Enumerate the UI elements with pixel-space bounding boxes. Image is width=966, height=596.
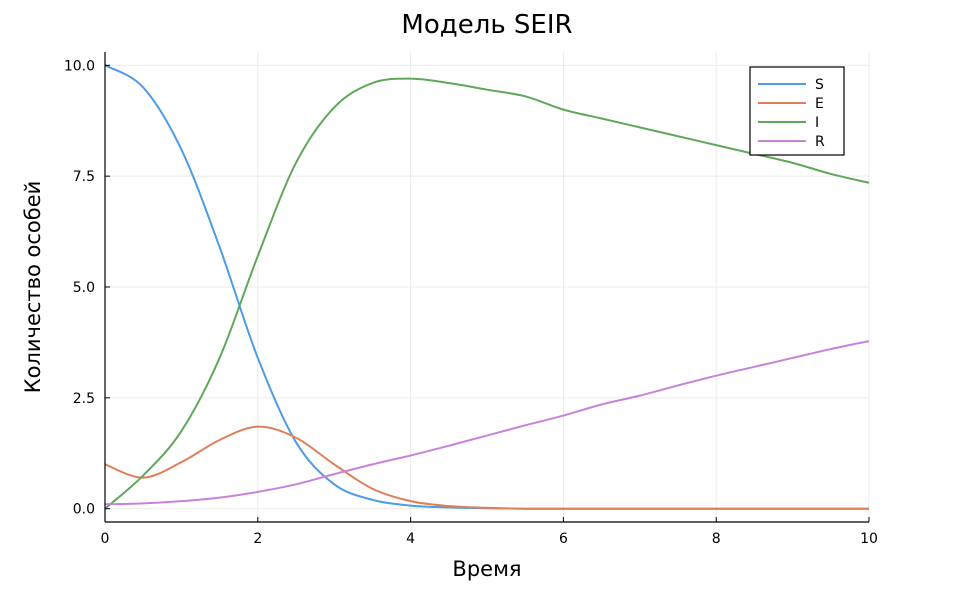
x-axis-title: Время xyxy=(452,557,521,581)
y-tick-label-1: 2.5 xyxy=(73,391,95,407)
series-line-R xyxy=(104,340,870,506)
legend-label-E: E xyxy=(815,96,824,112)
y-axis-title: Количество особей xyxy=(21,181,45,394)
x-tick-label-1: 2 xyxy=(253,531,262,547)
x-tick-label-2: 4 xyxy=(406,531,415,547)
x-tick-label-3: 6 xyxy=(559,531,568,547)
x-tick-label-4: 8 xyxy=(712,531,721,547)
legend-label-I: I xyxy=(815,115,819,131)
legend: SEIR xyxy=(749,66,845,156)
y-tick-label-3: 7.5 xyxy=(73,169,95,185)
x-tick-label-5: 10 xyxy=(860,531,878,547)
chart-title: Модель SEIR xyxy=(401,10,572,40)
grid xyxy=(104,52,870,522)
plot-lines xyxy=(104,64,870,510)
series-line-I xyxy=(104,77,870,510)
series-line-E xyxy=(104,425,869,510)
y-tick-label-0: 0.0 xyxy=(73,502,95,518)
legend-label-R: R xyxy=(815,134,825,150)
y-tick-label-4: 10.0 xyxy=(64,58,95,74)
x-tick-label-0: 0 xyxy=(101,531,110,547)
y-tick-label-2: 5.0 xyxy=(73,280,95,296)
tick-labels: 0 2 4 6 8 10 0.0 2.5 5.0 7.5 10.0 xyxy=(64,58,878,547)
legend-label-S: S xyxy=(815,77,824,93)
